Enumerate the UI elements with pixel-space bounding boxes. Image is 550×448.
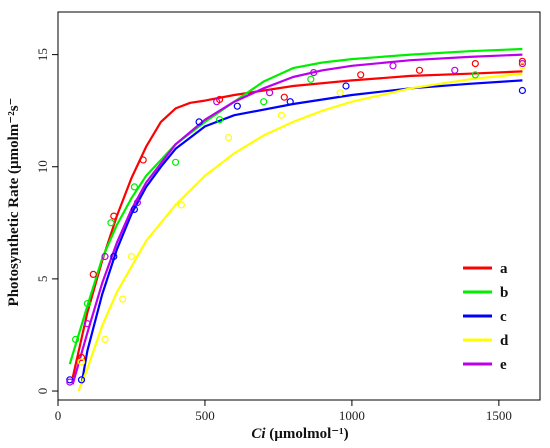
point-b: [307, 75, 315, 83]
curve-b: [68, 47, 523, 365]
point-e: [518, 59, 527, 68]
curve-a: [71, 70, 523, 378]
point-d: [119, 295, 127, 303]
point-e: [213, 98, 221, 106]
point-a: [357, 71, 365, 79]
point-d: [77, 358, 86, 366]
point-c: [77, 376, 86, 384]
y-tick-label: 5: [35, 276, 50, 283]
point-b: [107, 219, 115, 227]
x-axis-title-units: (µmolmol⁻¹): [266, 426, 349, 442]
x-tick-label: 0: [55, 408, 62, 423]
point-b: [216, 116, 224, 124]
point-a: [89, 270, 97, 278]
point-a: [280, 93, 288, 101]
point-a: [110, 212, 118, 220]
point-e: [389, 62, 397, 70]
point-b: [172, 158, 180, 166]
x-axis-title-italic: Ci: [251, 426, 266, 442]
curve-d: [77, 72, 523, 392]
point-d: [277, 111, 285, 119]
point-e: [101, 252, 109, 261]
point-d: [336, 89, 344, 97]
point-e: [310, 68, 318, 77]
point-e: [83, 320, 92, 328]
point-e: [133, 199, 141, 207]
point-e: [266, 89, 274, 97]
point-d: [101, 335, 109, 343]
point-b: [83, 300, 92, 308]
point-d: [127, 252, 136, 261]
y-tick-label: 10: [35, 160, 50, 173]
x-tick-label: 1500: [486, 408, 512, 423]
point-c: [66, 376, 74, 384]
legend-label-c: c: [500, 309, 507, 325]
point-b: [71, 335, 80, 343]
point-a: [471, 59, 479, 68]
y-axis-title: Photosynthetic Rate (µmolm⁻²s⁻: [6, 98, 22, 307]
legend-label-a: a: [500, 261, 508, 277]
x-axis-title: Ci (µmolmol⁻¹): [251, 426, 348, 442]
x-tick-label: 500: [195, 408, 215, 423]
legend-label-e: e: [500, 357, 507, 373]
y-tick-label: 15: [35, 48, 50, 61]
y-axis: 0 5 10 15: [35, 48, 58, 394]
point-a: [518, 57, 527, 65]
point-d: [177, 201, 185, 209]
point-c: [286, 98, 294, 106]
legend-label-b: b: [500, 285, 508, 301]
point-d: [224, 134, 233, 142]
fitted-curves: [68, 47, 523, 392]
point-c: [130, 205, 138, 213]
point-b: [260, 98, 268, 106]
point-a: [415, 66, 424, 74]
curve-e: [71, 53, 523, 385]
point-e: [66, 378, 74, 386]
point-a: [139, 156, 147, 164]
point-c: [233, 102, 241, 110]
point-c: [518, 86, 527, 95]
point-a: [77, 353, 86, 361]
y-tick-label: 0: [35, 388, 50, 395]
x-tick-label: 1000: [339, 408, 365, 423]
curve-c: [80, 79, 523, 385]
data-points: [66, 57, 527, 386]
point-c: [110, 252, 118, 261]
point-e: [451, 66, 459, 74]
point-c: [342, 82, 350, 90]
point-d: [518, 62, 527, 70]
legend-label-d: d: [500, 333, 509, 349]
point-c: [195, 118, 203, 126]
x-axis: 0 500 1000 1500: [55, 400, 512, 423]
point-b: [471, 71, 479, 79]
plot-frame: [57, 11, 541, 401]
point-b: [130, 183, 138, 191]
